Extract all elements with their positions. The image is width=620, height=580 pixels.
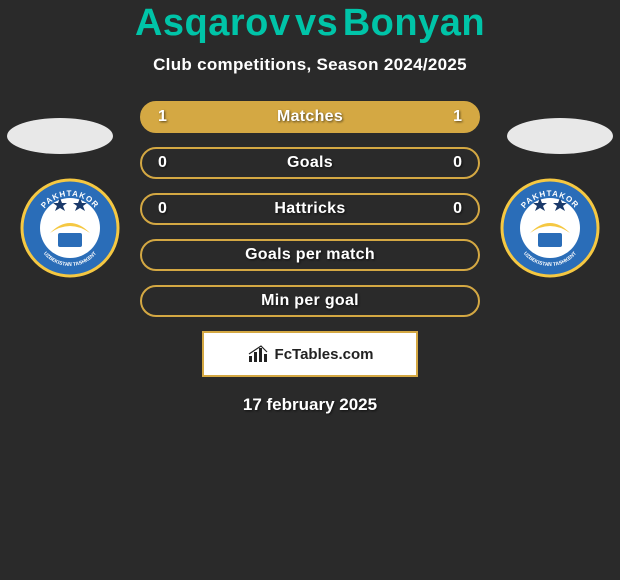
stat-label: Goals bbox=[142, 154, 478, 172]
stats-table: 1Matches10Goals00Hattricks0Goals per mat… bbox=[140, 101, 480, 317]
stat-row: 0Goals0 bbox=[140, 147, 480, 179]
stat-row: Goals per match bbox=[140, 239, 480, 271]
stat-label: Goals per match bbox=[142, 246, 478, 264]
stat-left-value: 0 bbox=[158, 154, 167, 172]
stat-right-value: 0 bbox=[453, 200, 462, 218]
player1-club-badge: PAKHTAKOR UZBEKISTAN TASHKENT bbox=[20, 178, 120, 278]
subtitle: Club competitions, Season 2024/2025 bbox=[0, 55, 620, 75]
player2-avatar bbox=[507, 118, 613, 154]
stat-row: 1Matches1 bbox=[140, 101, 480, 133]
stat-label: Hattricks bbox=[142, 200, 478, 218]
attribution-text: FcTables.com bbox=[275, 346, 374, 363]
stat-label: Min per goal bbox=[142, 292, 478, 310]
player2-club-badge: PAKHTAKOR UZBEKISTAN TASHKENT bbox=[500, 178, 600, 278]
stat-left-value: 0 bbox=[158, 200, 167, 218]
attribution-box: FcTables.com bbox=[202, 331, 418, 377]
stat-row: 0Hattricks0 bbox=[140, 193, 480, 225]
stat-label: Matches bbox=[142, 108, 478, 126]
chart-bars-icon bbox=[247, 344, 271, 364]
stat-right-value: 0 bbox=[453, 154, 462, 172]
stat-row: Min per goal bbox=[140, 285, 480, 317]
title-player2: Bonyan bbox=[343, 2, 485, 44]
stat-left-value: 1 bbox=[158, 108, 167, 126]
page-title: Asqarov vs Bonyan bbox=[0, 0, 620, 45]
date-text: 17 february 2025 bbox=[0, 395, 620, 415]
stat-right-value: 1 bbox=[453, 108, 462, 126]
title-player1: Asqarov bbox=[135, 2, 291, 44]
title-vs: vs bbox=[295, 2, 338, 44]
player1-avatar bbox=[7, 118, 113, 154]
